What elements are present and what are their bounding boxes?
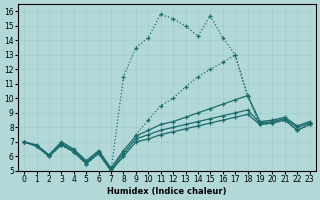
X-axis label: Humidex (Indice chaleur): Humidex (Indice chaleur): [107, 187, 227, 196]
